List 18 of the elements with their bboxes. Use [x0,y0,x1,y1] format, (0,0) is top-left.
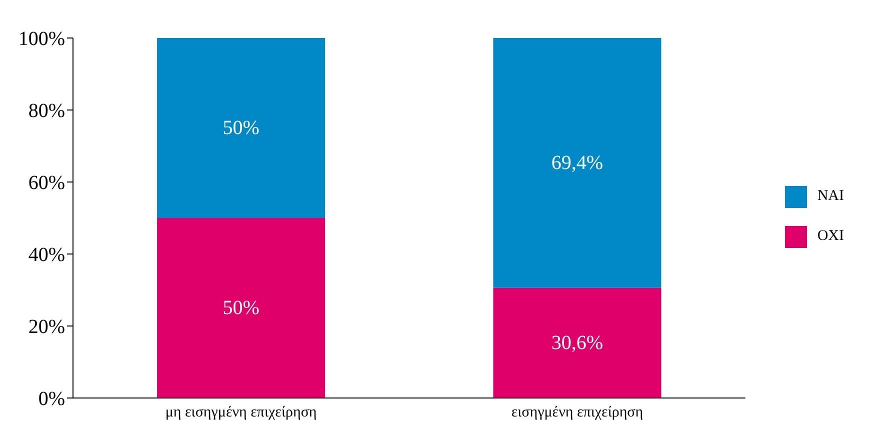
data-label: 50% [222,117,260,139]
bar [157,218,326,398]
y-tick-label: 40% [28,244,65,266]
x-tick-label: εισηγμένη επιχείρηση [511,404,644,421]
legend-label: ΟΧΙ [817,228,844,245]
y-tick-label: 0% [38,388,65,410]
bar [493,288,662,398]
data-label: 69,4% [551,152,604,174]
data-label: 50% [222,297,260,319]
bar [157,38,326,218]
legend-label: ΝΑΙ [817,188,844,205]
y-tick-label: 60% [28,172,65,194]
data-label: 30,6% [551,332,604,354]
bar [493,38,662,288]
x-tick-label: μη εισηγμένη επιχείρηση [165,404,317,421]
y-tick-label: 20% [28,316,65,338]
y-tick-label: 80% [28,100,65,122]
y-tick-label: 100% [18,28,65,50]
